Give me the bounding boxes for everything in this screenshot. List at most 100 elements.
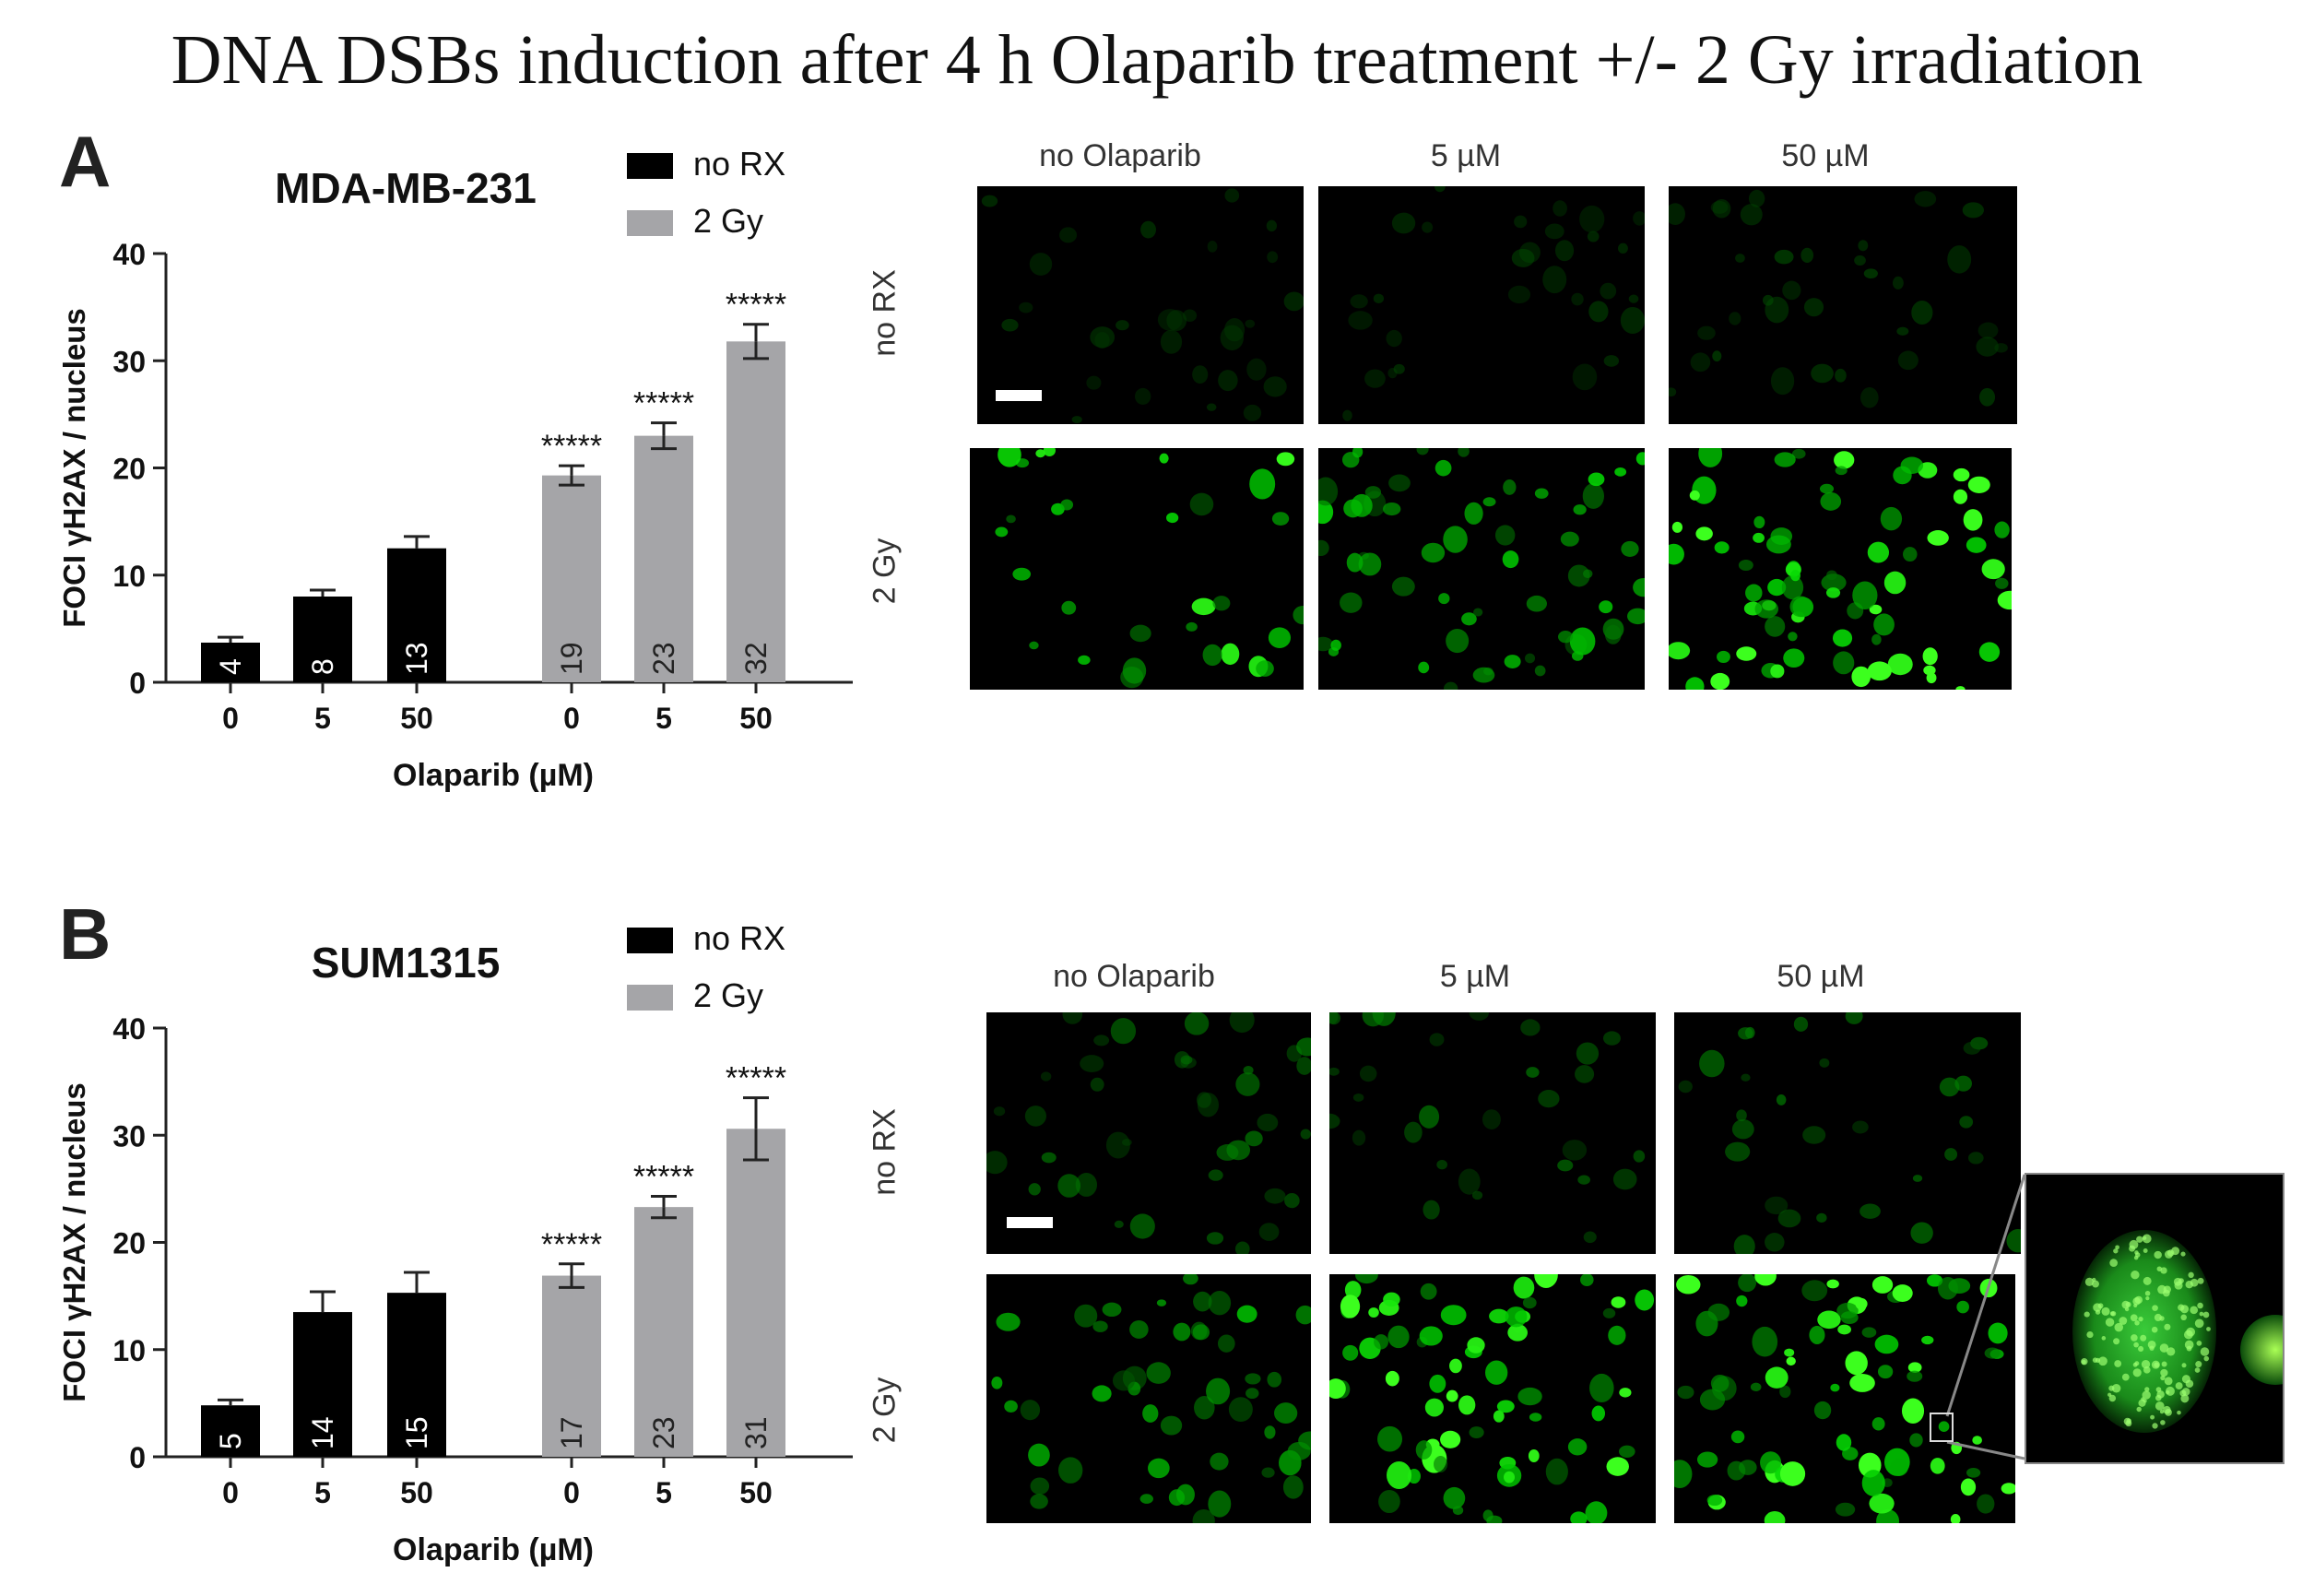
cell-nucleus [1635, 1289, 1655, 1311]
cell-nucleus [1019, 301, 1033, 313]
cell-nucleus [1202, 644, 1222, 667]
cell-nucleus [1628, 294, 1639, 303]
cell-nucleus [1094, 332, 1110, 349]
cell-nucleus [1953, 489, 1968, 504]
chart-title: MDA-MB-231 [275, 164, 537, 212]
y-axis-label: FOCI γH2AX / nucleus [57, 1082, 91, 1402]
cell-nucleus [1012, 567, 1032, 581]
cell-nucleus [1043, 448, 1056, 456]
cell-nucleus [1871, 633, 1882, 645]
cell-nucleus [1833, 651, 1855, 675]
cell-nucleus [1422, 221, 1434, 233]
cell-nucleus [1434, 459, 1452, 477]
cell-nucleus [986, 1151, 1008, 1175]
focus-dot [2202, 1311, 2210, 1318]
y-tick-label: 0 [129, 667, 146, 700]
cell-nucleus [1830, 1383, 1840, 1392]
cell-nucleus [1236, 1305, 1257, 1323]
cell-nucleus [1520, 1019, 1541, 1036]
focus-dot [2141, 1359, 2151, 1369]
cell-nucleus [1340, 592, 1363, 613]
cell-nucleus [1418, 661, 1430, 674]
cell-nucleus [1526, 595, 1547, 612]
cell-nucleus [1803, 298, 1824, 317]
cell-nucleus [1140, 220, 1156, 239]
cell-nucleus [1415, 1440, 1433, 1460]
cell-nucleus [1001, 318, 1019, 332]
focus-dot [2101, 1306, 2110, 1316]
data-label: 23 [647, 1416, 680, 1449]
focus-dot [2142, 1234, 2152, 1244]
cell-nucleus [1861, 1327, 1877, 1338]
bar [293, 597, 352, 682]
bar [387, 1293, 446, 1457]
focus-dot [2143, 1276, 2152, 1285]
cell-nucleus [1717, 650, 1730, 664]
micrograph-texture [1329, 1274, 1655, 1523]
cell-nucleus [1600, 282, 1617, 300]
cell-nucleus [1790, 570, 1800, 582]
cell-nucleus [1809, 1325, 1825, 1344]
cell-nucleus [1697, 325, 1716, 340]
x-tick-label: 0 [563, 702, 580, 735]
cell-nucleus [1514, 215, 1528, 229]
cell-nucleus [1220, 325, 1245, 351]
cell-nucleus [1698, 448, 1723, 467]
focus-dot [2108, 1394, 2117, 1402]
cell-nucleus [1086, 375, 1102, 390]
cell-nucleus [1567, 1438, 1588, 1456]
cell-nucleus [1669, 642, 1691, 660]
cell-nucleus [1184, 1012, 1210, 1035]
cell-nucleus [1440, 1305, 1467, 1326]
cell-nucleus [1424, 1398, 1444, 1417]
micrograph-a-2gy-5 [1318, 448, 1645, 690]
bar [387, 548, 446, 682]
cell-nucleus [1877, 1365, 1894, 1379]
cell-nucleus [1256, 660, 1274, 677]
cell-nucleus [1562, 1140, 1588, 1161]
cell-nucleus [1770, 367, 1795, 396]
focus-dot [2086, 1330, 2094, 1339]
x-tick-label: 0 [563, 1476, 580, 1509]
cell-nucleus [1421, 542, 1446, 563]
cell-nucleus [1383, 1292, 1400, 1307]
cell-nucleus [1760, 1451, 1782, 1474]
cell-nucleus [1035, 449, 1045, 458]
cell-nucleus [1976, 337, 1999, 357]
cell-nucleus [1020, 1400, 1041, 1421]
cell-nucleus [1284, 1192, 1300, 1209]
cell-nucleus [1029, 641, 1039, 650]
cell-nucleus [1393, 363, 1405, 374]
cell-nucleus [1972, 1436, 1982, 1445]
cell-nucleus [1840, 1311, 1859, 1324]
cell-nucleus [1669, 203, 1685, 226]
focus-dot [2166, 1249, 2175, 1257]
focus-dot [2197, 1277, 2204, 1284]
cell-nucleus [1318, 636, 1333, 652]
cell-nucleus [1938, 1421, 1950, 1432]
cell-nucleus [1819, 483, 1835, 494]
cell-nucleus [1472, 667, 1495, 683]
chart-title: SUM1315 [312, 939, 501, 987]
cell-nucleus [1834, 451, 1855, 469]
cell-nucleus [1730, 1430, 1745, 1444]
significance-mark: ***** [726, 288, 786, 323]
focus-dot [2180, 1394, 2190, 1403]
focus-dot [2111, 1383, 2121, 1393]
cell-nucleus [1802, 1126, 1826, 1144]
significance-mark: ***** [726, 1061, 786, 1096]
cell-nucleus [1473, 608, 1483, 617]
x-tick-label: 5 [314, 1476, 331, 1509]
focus-dot [2140, 1334, 2147, 1342]
x-tick-label: 50 [400, 702, 433, 735]
focus-dot [2154, 1313, 2162, 1322]
col-label-no-olaparib: no Olaparib [1053, 959, 1215, 994]
cell-nucleus [1764, 1511, 1786, 1523]
cell-nucleus [1820, 491, 1842, 511]
cell-nucleus [1733, 1235, 1755, 1254]
focus-dot [2157, 1284, 2166, 1295]
col-label-50um: 50 µM [1777, 959, 1865, 994]
cell-nucleus [1959, 1116, 1974, 1129]
cell-nucleus [1710, 1374, 1730, 1392]
cell-nucleus [1554, 240, 1575, 262]
